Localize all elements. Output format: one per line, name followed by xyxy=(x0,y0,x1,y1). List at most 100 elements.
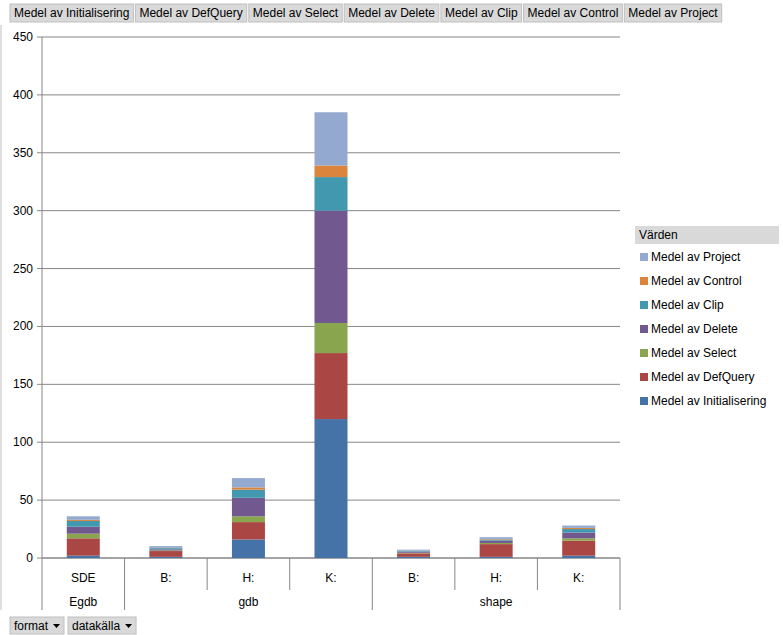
bar xyxy=(67,520,100,521)
row-field-bg xyxy=(10,617,64,634)
bar xyxy=(67,538,100,555)
bar xyxy=(562,538,595,540)
bar xyxy=(562,556,595,558)
grid-line xyxy=(42,37,620,38)
y-tick-label: 0 xyxy=(26,551,33,565)
bar xyxy=(480,541,513,543)
category-divider xyxy=(537,558,538,590)
bar xyxy=(562,533,595,539)
y-tick xyxy=(37,558,42,559)
field-button[interactable]: Medel av Control xyxy=(524,4,623,22)
group-divider xyxy=(620,590,621,610)
bar xyxy=(232,487,265,489)
legend-label: Medel av DefQuery xyxy=(651,370,754,384)
y-tick xyxy=(37,442,42,443)
x-tick-label: H: xyxy=(242,571,254,585)
bar xyxy=(397,553,430,556)
category-divider xyxy=(372,558,373,590)
bar xyxy=(232,498,265,517)
bar xyxy=(480,539,513,540)
legend-label: Medel av Clip xyxy=(651,298,724,312)
bar xyxy=(397,552,430,553)
y-tick-label: 400 xyxy=(13,88,33,102)
legend-swatch xyxy=(640,253,648,261)
y-tick xyxy=(37,94,42,95)
field-button-bg xyxy=(524,4,623,22)
y-tick-label: 250 xyxy=(13,262,33,276)
bar xyxy=(67,521,100,527)
bar xyxy=(480,537,513,539)
dropdown-arrow xyxy=(125,624,132,628)
y-tick xyxy=(37,37,42,38)
bar xyxy=(67,516,100,519)
grid-line xyxy=(42,94,620,95)
group-label: shape xyxy=(480,595,513,609)
bar xyxy=(149,551,182,557)
legend: VärdenMedel av ProjectMedel av ControlMe… xyxy=(635,226,779,408)
y-tick-label: 50 xyxy=(20,493,34,507)
field-button[interactable]: Medel av Select xyxy=(249,4,342,22)
row-field-button[interactable]: datakälla xyxy=(68,617,136,634)
row-field-label: datakälla xyxy=(72,619,120,633)
bar xyxy=(315,419,348,558)
y-axis xyxy=(42,37,43,558)
y-tick-label: 200 xyxy=(13,319,33,333)
field-button-bg xyxy=(135,4,246,22)
row-field-label: format xyxy=(14,619,49,633)
y-tick xyxy=(37,500,42,501)
field-button[interactable]: Medel av Initialisering xyxy=(10,4,133,22)
dropdown-arrow xyxy=(53,624,60,628)
category-divider xyxy=(42,558,43,590)
legend-swatch xyxy=(640,277,648,285)
y-tick-label: 300 xyxy=(13,204,33,218)
y-tick xyxy=(37,152,42,153)
chart-border xyxy=(1,25,2,610)
bar xyxy=(562,526,595,528)
field-button-label: Medel av Clip xyxy=(445,6,518,20)
bar xyxy=(315,166,348,178)
category-divider xyxy=(620,558,621,590)
bar xyxy=(315,211,348,323)
bar xyxy=(397,557,430,558)
legend-swatch xyxy=(640,397,648,405)
row-field-bg xyxy=(68,617,136,634)
legend-label: Medel av Control xyxy=(651,274,742,288)
field-button-bg xyxy=(441,4,522,22)
group-label: Egdb xyxy=(69,595,97,609)
background xyxy=(0,0,783,635)
bar xyxy=(67,527,100,534)
group-divider xyxy=(372,590,373,610)
field-button-label: Medel av Delete xyxy=(348,6,435,20)
bar xyxy=(232,490,265,498)
bar xyxy=(480,544,513,557)
category-divider xyxy=(124,558,125,590)
legend-label: Medel av Delete xyxy=(651,322,738,336)
x-tick-label: B: xyxy=(408,571,419,585)
category-divider xyxy=(454,558,455,590)
legend-swatch xyxy=(640,349,648,357)
chart: Medel av Initialisering Medel av DefQuery… xyxy=(0,0,783,635)
category-divider xyxy=(289,558,290,590)
bar xyxy=(315,353,348,419)
bars xyxy=(67,112,595,558)
group-label: gdb xyxy=(238,595,258,609)
field-button[interactable]: Medel av Delete xyxy=(344,4,439,22)
field-button-label: Medel av DefQuery xyxy=(139,6,242,20)
x-tick-label: B: xyxy=(160,571,171,585)
field-button[interactable]: Medel av DefQuery xyxy=(135,4,246,22)
bar xyxy=(397,550,430,551)
field-button[interactable]: Medel av Project xyxy=(624,4,721,22)
bar xyxy=(397,551,430,553)
bar xyxy=(149,550,182,552)
bar xyxy=(397,550,430,551)
field-button-label: Medel av Initialisering xyxy=(14,6,129,20)
field-button-label: Medel av Project xyxy=(628,6,718,20)
bar xyxy=(562,528,595,529)
y-tick-label: 450 xyxy=(13,30,33,44)
row-field-button[interactable]: format xyxy=(10,617,64,634)
y-tick-label: 350 xyxy=(13,146,33,160)
bar xyxy=(232,478,265,487)
bar xyxy=(67,556,100,558)
bar xyxy=(315,112,348,165)
field-button[interactable]: Medel av Clip xyxy=(441,4,522,22)
